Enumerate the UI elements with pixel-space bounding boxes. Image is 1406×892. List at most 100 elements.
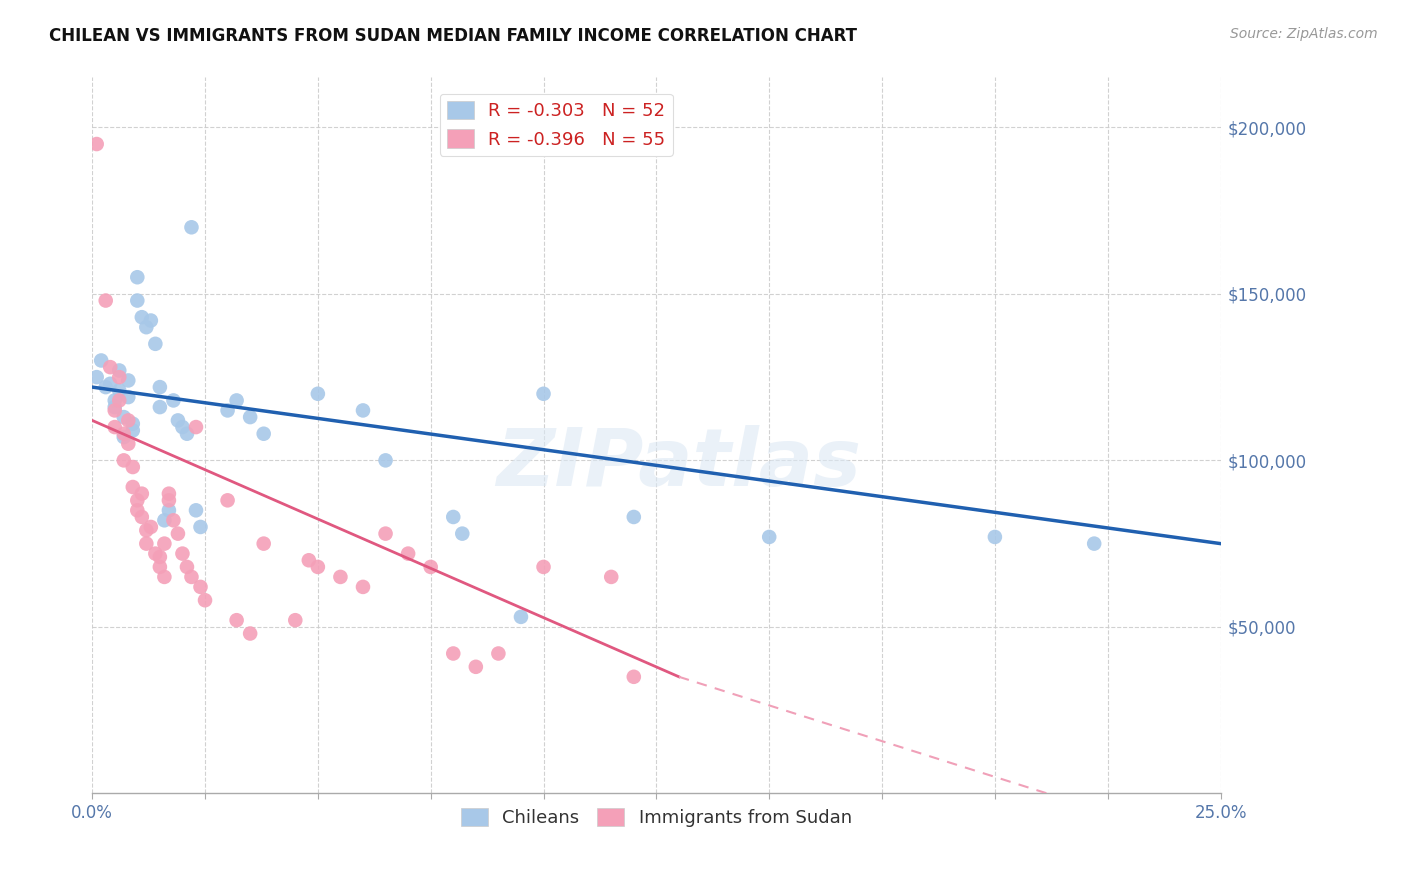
Point [374, 526, 396, 541]
Point [112, 430, 135, 444]
Point [157, 486, 180, 500]
Point [172, 420, 194, 434]
Point [86, 370, 108, 384]
Point [104, 400, 127, 414]
Point [184, 420, 207, 434]
Point [184, 503, 207, 517]
Point [486, 647, 509, 661]
Point [533, 386, 555, 401]
Point [90, 353, 112, 368]
Point [253, 426, 276, 441]
Point [108, 384, 131, 398]
Point [117, 374, 139, 388]
Point [396, 547, 419, 561]
Point [374, 453, 396, 467]
Point [225, 613, 247, 627]
Point [127, 270, 149, 285]
Point [86, 136, 108, 151]
Point [217, 403, 239, 417]
Point [329, 570, 352, 584]
Point [108, 370, 131, 384]
Point [121, 424, 143, 438]
Text: Source: ZipAtlas.com: Source: ZipAtlas.com [1230, 27, 1378, 41]
Point [104, 403, 127, 417]
Point [121, 480, 143, 494]
Point [149, 560, 172, 574]
Point [131, 310, 153, 325]
Point [149, 549, 172, 564]
Point [112, 453, 135, 467]
Point [623, 670, 645, 684]
Point [127, 503, 149, 517]
Point [139, 520, 162, 534]
Point [135, 536, 157, 550]
Point [104, 393, 127, 408]
Point [984, 530, 1007, 544]
Point [145, 547, 167, 561]
Point [758, 530, 780, 544]
Point [94, 293, 117, 308]
Point [167, 526, 190, 541]
Point [298, 553, 321, 567]
Point [157, 493, 180, 508]
Point [162, 393, 184, 408]
Point [131, 510, 153, 524]
Point [127, 293, 149, 308]
Point [217, 493, 239, 508]
Point [139, 313, 162, 327]
Point [623, 510, 645, 524]
Point [190, 520, 212, 534]
Point [135, 320, 157, 334]
Point [153, 536, 176, 550]
Point [153, 513, 176, 527]
Point [135, 524, 157, 538]
Point [284, 613, 307, 627]
Point [352, 580, 374, 594]
Point [108, 393, 131, 408]
Point [352, 403, 374, 417]
Point [176, 560, 198, 574]
Point [104, 420, 127, 434]
Point [145, 336, 167, 351]
Point [190, 580, 212, 594]
Point [239, 410, 262, 425]
Point [112, 426, 135, 441]
Point [117, 436, 139, 450]
Point [1083, 536, 1105, 550]
Point [98, 376, 121, 391]
Point [510, 610, 533, 624]
Point [94, 380, 117, 394]
Point [127, 493, 149, 508]
Point [98, 360, 121, 375]
Point [180, 570, 202, 584]
Legend: Chileans, Immigrants from Sudan: Chileans, Immigrants from Sudan [454, 801, 859, 834]
Point [117, 390, 139, 404]
Point [131, 486, 153, 500]
Point [441, 510, 464, 524]
Point [153, 570, 176, 584]
Point [149, 380, 172, 394]
Point [441, 647, 464, 661]
Point [451, 526, 474, 541]
Point [307, 560, 329, 574]
Point [112, 410, 135, 425]
Text: CHILEAN VS IMMIGRANTS FROM SUDAN MEDIAN FAMILY INCOME CORRELATION CHART: CHILEAN VS IMMIGRANTS FROM SUDAN MEDIAN … [49, 27, 858, 45]
Point [533, 560, 555, 574]
Point [176, 426, 198, 441]
Point [307, 386, 329, 401]
Point [172, 547, 194, 561]
Point [253, 536, 276, 550]
Point [419, 560, 441, 574]
Point [117, 413, 139, 427]
Point [149, 400, 172, 414]
Point [121, 460, 143, 475]
Point [194, 593, 217, 607]
Point [225, 393, 247, 408]
Point [600, 570, 623, 584]
Point [167, 413, 190, 427]
Point [180, 220, 202, 235]
Point [464, 660, 486, 674]
Text: ZIPatlas: ZIPatlas [496, 425, 862, 503]
Point [108, 363, 131, 377]
Point [121, 417, 143, 431]
